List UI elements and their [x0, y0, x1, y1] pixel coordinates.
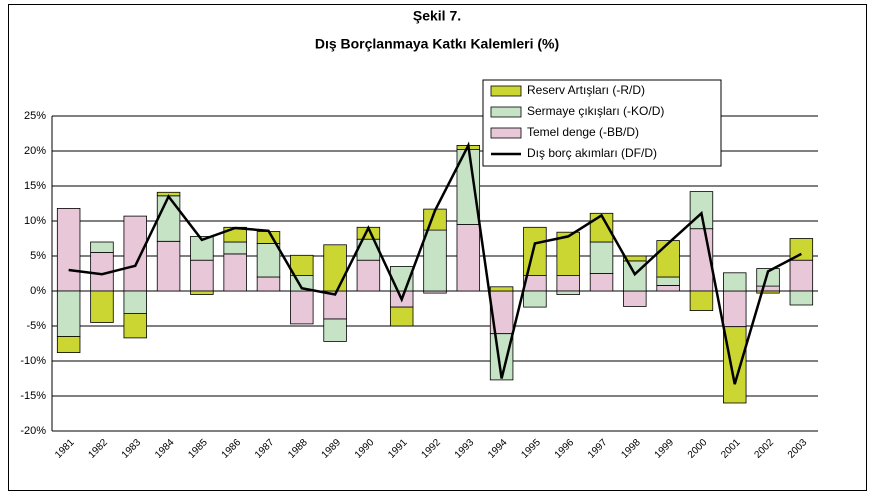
legend-label: Reserv Artışları (-R/D) [527, 83, 645, 97]
bar [190, 290, 214, 295]
bar [256, 276, 281, 292]
chart-title: Şekil 7. [413, 8, 461, 24]
bar [156, 240, 181, 292]
chart-subtitle: Dış Borçlanmaya Katkı Kalemleri (%) [315, 36, 559, 52]
bar [623, 255, 647, 262]
bar [190, 259, 214, 292]
bar [123, 312, 147, 339]
bar [789, 259, 814, 292]
bar [456, 224, 481, 292]
bar [156, 195, 181, 242]
bar [290, 254, 314, 277]
legend-label: Dış borç akımları (DF/D) [527, 146, 657, 160]
bar [589, 241, 614, 274]
bar [589, 212, 614, 243]
bar [223, 253, 247, 292]
y-tick-label: 0% [30, 285, 46, 297]
bar [723, 272, 747, 292]
bar [190, 235, 214, 261]
y-tick-label: -5% [26, 320, 46, 332]
bar [523, 226, 547, 277]
legend-swatch [490, 85, 522, 97]
bar [56, 207, 81, 292]
bar [723, 290, 747, 328]
bar [423, 229, 447, 292]
bar [489, 286, 514, 292]
legend-label: Sermaye çıkışları (-KO/D) [527, 104, 664, 118]
bar [689, 290, 714, 312]
legend-swatch [490, 106, 522, 118]
y-tick-label: -10% [20, 355, 46, 367]
bar [756, 285, 780, 292]
bar [589, 273, 614, 292]
bar [756, 268, 780, 287]
y-tick-label: 15% [24, 180, 46, 192]
bar [656, 240, 680, 278]
bar [789, 290, 814, 306]
bar [256, 242, 281, 278]
bar [656, 276, 680, 286]
bar [756, 290, 780, 294]
bar [123, 290, 147, 314]
bar [623, 290, 647, 307]
legend-swatch [490, 127, 522, 139]
legend-label: Temel denge (-BB/D) [527, 125, 639, 139]
bar [556, 275, 580, 292]
bar [556, 290, 580, 295]
line-series [68, 141, 802, 385]
y-tick-label: 25% [24, 110, 46, 122]
y-tick-label: 20% [24, 145, 46, 157]
bar [56, 336, 81, 354]
bar [90, 241, 114, 253]
bar [389, 306, 414, 327]
bar [223, 241, 247, 255]
bar [656, 284, 680, 292]
bar [290, 290, 314, 325]
y-tick-label: -20% [20, 425, 46, 437]
bar [523, 290, 547, 308]
y-tick-label: -15% [20, 390, 46, 402]
bar [323, 244, 347, 292]
bar [689, 191, 714, 230]
bar [56, 290, 81, 337]
bar [356, 259, 381, 292]
bar [723, 326, 747, 404]
y-tick-label: 10% [24, 215, 46, 227]
y-tick-label: 5% [30, 250, 46, 262]
bar [789, 238, 814, 261]
bar [556, 231, 580, 276]
legend-box [482, 79, 722, 167]
bar [123, 215, 147, 292]
bar [323, 318, 347, 342]
bar [90, 290, 114, 323]
